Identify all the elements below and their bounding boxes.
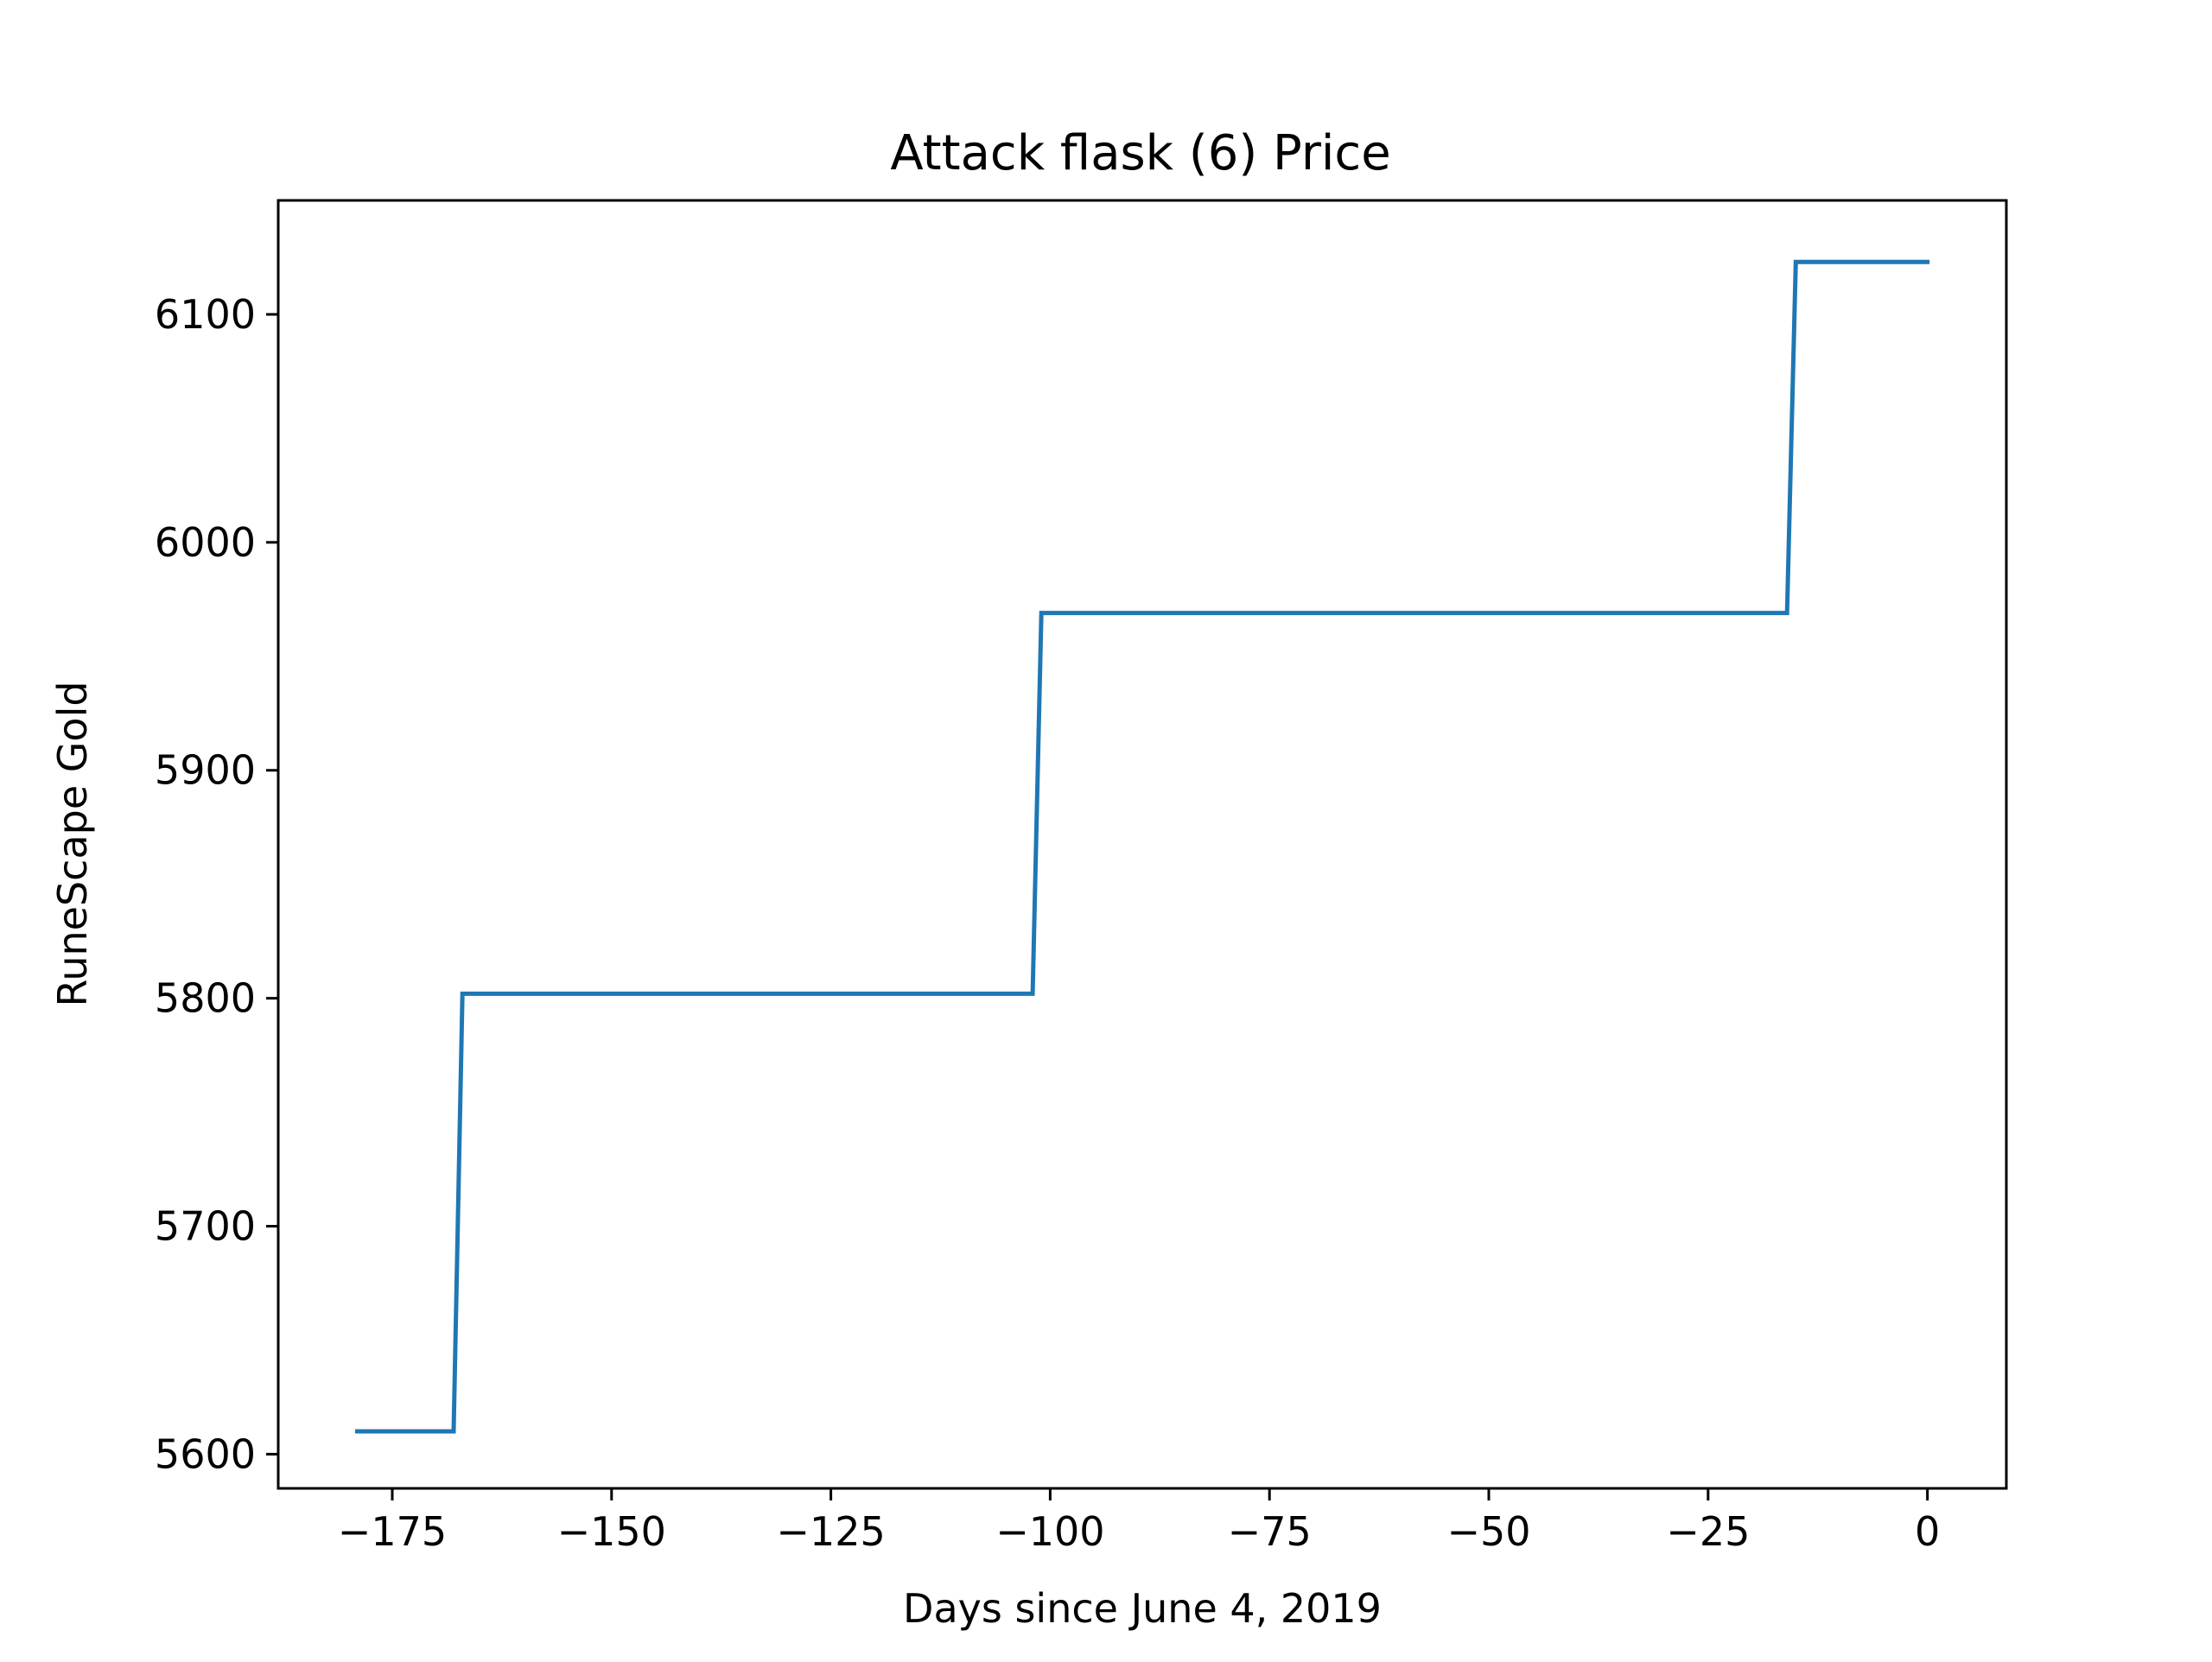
x-tick-label: −175 — [338, 1508, 447, 1555]
x-tick-label: 0 — [1915, 1508, 1940, 1555]
y-tick-label: 5800 — [155, 975, 256, 1022]
x-axis-ticks: −175 −150 −125 −100 −75 −50 −25 0 — [338, 1488, 1940, 1555]
y-tick-label: 5900 — [155, 747, 256, 794]
x-tick-label: −50 — [1446, 1508, 1530, 1555]
y-axis-ticks: 5600 5700 5800 5900 6000 6100 — [155, 291, 278, 1477]
x-tick-label: −75 — [1228, 1508, 1312, 1555]
x-tick-label: −150 — [557, 1508, 666, 1555]
y-axis-label: RuneScape Gold — [49, 681, 96, 1006]
y-tick-label: 5600 — [155, 1430, 256, 1477]
series-layer — [354, 259, 1930, 1434]
x-tick-label: −125 — [776, 1508, 885, 1555]
x-tick-label: −25 — [1666, 1508, 1750, 1555]
y-tick-label: 6000 — [155, 519, 256, 566]
x-tick-label: −100 — [995, 1508, 1104, 1555]
series-line — [354, 259, 1930, 1434]
chart-title: Attack flask (6) Price — [890, 125, 1390, 181]
y-tick-label: 5700 — [155, 1203, 256, 1250]
y-tick-label: 6100 — [155, 291, 256, 338]
plot-area-frame — [276, 199, 2008, 1490]
x-axis-label: Days since June 4, 2019 — [903, 1585, 1382, 1632]
